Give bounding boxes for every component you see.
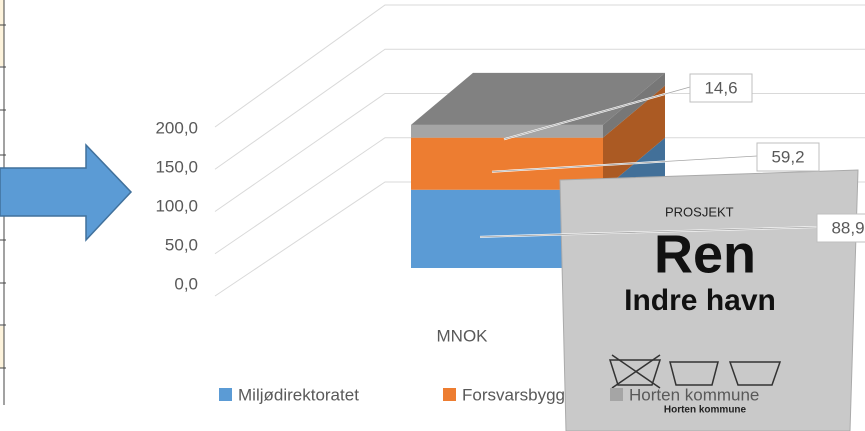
legend-swatch <box>610 388 623 401</box>
chart: 0,0 50,0 100,0 150,0 200,0 PROSJEKT Ren Indr… <box>0 0 865 431</box>
legend-swatch <box>443 388 456 401</box>
y-tick-label: 50,0 <box>165 235 198 254</box>
y-tick-label: 100,0 <box>155 196 198 215</box>
legend-label: Horten kommune <box>629 385 759 404</box>
data-label: 59,2 <box>771 147 804 166</box>
table-cell <box>0 0 4 66</box>
arrow <box>0 145 131 240</box>
data-label: 14,6 <box>704 78 737 97</box>
y-tick-label: 150,0 <box>155 157 198 176</box>
y-tick-label: 200,0 <box>155 118 198 137</box>
tag-subtitle: Indre havn <box>624 284 776 317</box>
tag-footer: Horten kommune <box>664 405 747 416</box>
legend-label: Miljødirektoratet <box>238 385 359 404</box>
legend-label: Forsvarsbygg <box>462 385 565 404</box>
tag-title: Ren <box>654 224 756 284</box>
table-cell <box>0 326 4 368</box>
legend-swatch <box>219 388 232 401</box>
x-tick-label: MNOK <box>437 326 489 345</box>
data-label: 88,9 <box>831 218 864 237</box>
bar-front <box>411 125 603 138</box>
y-tick-label: 0,0 <box>174 274 198 293</box>
tag-kicker: PROSJEKT <box>665 204 734 219</box>
